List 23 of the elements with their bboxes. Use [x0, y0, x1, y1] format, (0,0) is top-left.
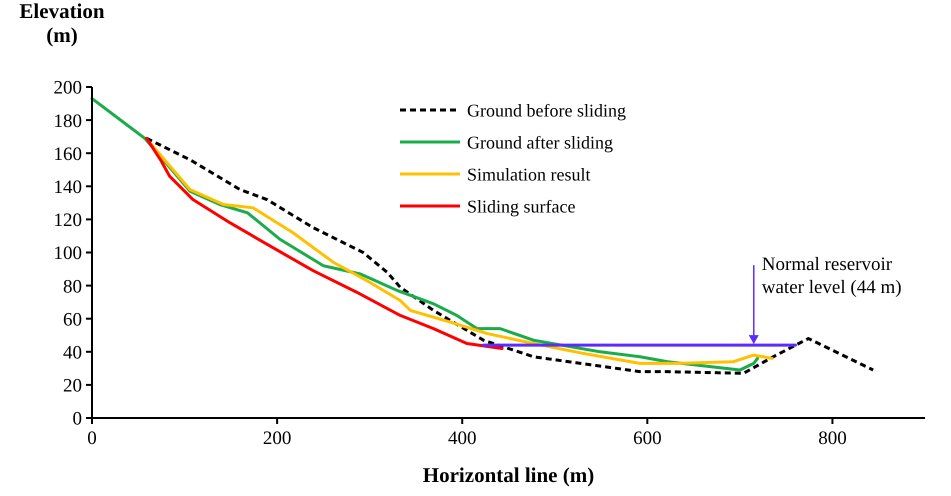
y-tick-label: 40: [63, 342, 82, 364]
legend-label: Ground after sliding: [467, 132, 613, 152]
y-tick-label: 140: [54, 176, 82, 198]
y-tick-label: 80: [63, 276, 82, 298]
y-tick-label: 60: [63, 309, 82, 330]
x-tick-label: 400: [448, 428, 476, 449]
x-tick-label: 800: [818, 428, 847, 449]
legend-label: Sliding surface: [467, 196, 576, 216]
x-tick-label: 600: [633, 428, 662, 449]
y-tick-label: 100: [54, 243, 82, 264]
x-tick-label: 0: [87, 428, 97, 449]
y-tick-label: 120: [54, 210, 82, 232]
legend-label: Simulation result: [467, 164, 590, 184]
y-tick-label: 200: [54, 78, 82, 99]
annotation: Normal reservoir water level (44 m): [762, 254, 902, 298]
y-tick-label: 0: [72, 408, 82, 430]
y-tick-label: 180: [54, 110, 82, 132]
x-tick-label: 200: [262, 428, 292, 449]
legend-label: Ground before sliding: [467, 100, 626, 120]
x-axis-title: Horizontal line (m): [422, 463, 594, 487]
y-tick-label: 20: [63, 376, 82, 397]
y-tick-label: 160: [54, 144, 82, 165]
y-axis-title: Elevation (m): [19, 0, 105, 47]
